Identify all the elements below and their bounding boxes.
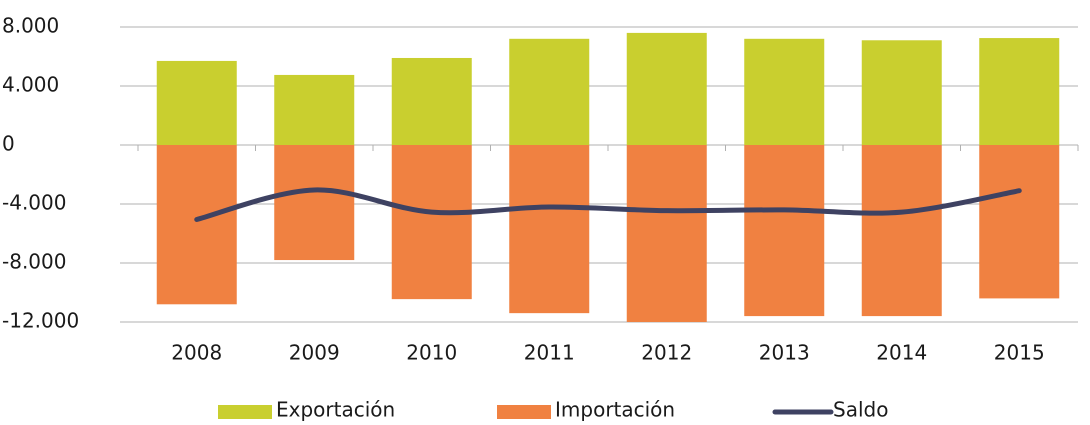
legend-label: Importación — [555, 398, 675, 422]
bar — [509, 38, 590, 145]
y-tick-label: -8.000 — [2, 250, 66, 274]
bar — [861, 145, 942, 317]
bar — [744, 38, 825, 145]
bar — [391, 145, 472, 300]
x-tick-label: 2014 — [876, 341, 927, 365]
y-tick-label: -12.000 — [2, 309, 79, 333]
x-tick-label: 2015 — [994, 341, 1045, 365]
bar — [861, 40, 942, 145]
bar — [979, 145, 1060, 299]
bar — [156, 60, 237, 145]
bar — [274, 74, 355, 145]
bar — [626, 32, 707, 145]
bar — [509, 145, 590, 314]
x-tick-label: 2010 — [406, 341, 457, 365]
x-tick-label: 2011 — [524, 341, 575, 365]
y-tick-label: 8.000 — [2, 14, 59, 38]
bar — [744, 145, 825, 317]
legend-label: Exportación — [276, 398, 395, 422]
legend-swatch — [218, 405, 272, 419]
y-tick-label: -4.000 — [2, 191, 66, 215]
bar — [626, 145, 707, 322]
legend-label: Saldo — [833, 398, 888, 422]
x-tick-label: 2012 — [641, 341, 692, 365]
x-tick-label: 2009 — [289, 341, 340, 365]
legend-swatch — [497, 405, 551, 419]
bar — [391, 57, 472, 145]
bar — [274, 145, 355, 261]
y-tick-label: 4.000 — [2, 73, 59, 97]
x-tick-label: 2008 — [171, 341, 222, 365]
bar — [979, 38, 1060, 145]
x-tick-label: 2013 — [759, 341, 810, 365]
bar — [156, 145, 237, 305]
line — [194, 187, 1022, 222]
y-tick-label: 0 — [2, 132, 15, 156]
